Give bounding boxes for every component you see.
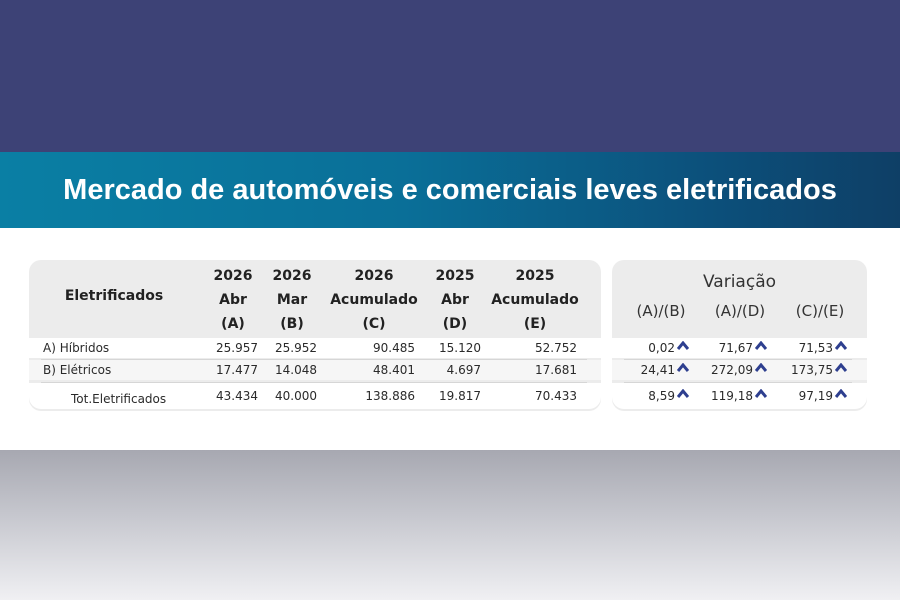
arrow-up-icon (677, 341, 689, 351)
table-row-total: Tot.Eletrificados 43.434 40.000 138.886 … (29, 383, 601, 409)
column-header-e: 2025 Acumulado (E) (491, 268, 579, 332)
variation-title: Variação (702, 272, 777, 292)
variation-value: 71,67 (719, 338, 767, 358)
table-header: Eletrificados 2026 Abr (A) 2026 Mar (B) … (29, 260, 601, 338)
row-divider (624, 382, 852, 383)
arrow-up-icon (677, 389, 689, 399)
variation-column-ad: (A)/(D) (714, 302, 766, 320)
variation-value: 97,19 (799, 383, 847, 409)
variation-row: 24,41 272,09 173,75 (612, 360, 867, 380)
column-header-b: 2026 Mar (B) (272, 268, 312, 332)
page-title: Mercado de automóveis e comerciais leves… (63, 173, 837, 206)
arrow-up-icon (755, 389, 767, 399)
variation-table: Variação (A)/(B) (A)/(D) (C)/(E) 0,02 71… (612, 260, 867, 411)
arrow-up-icon (835, 341, 847, 351)
table-row: A) Híbridos 25.957 25.952 90.485 15.120 … (29, 338, 601, 358)
content-area: Eletrificados 2026 Abr (A) 2026 Mar (B) … (0, 228, 900, 450)
arrow-up-icon (835, 363, 847, 373)
top-band (0, 0, 900, 152)
row-divider (41, 359, 587, 360)
variation-value: 8,59 (648, 383, 689, 409)
variation-value: 24,41 (641, 360, 689, 380)
bottom-band (0, 450, 900, 600)
variation-row-total: 8,59 119,18 97,19 (612, 383, 867, 409)
title-banner: Mercado de automóveis e comerciais leves… (0, 152, 900, 228)
variation-row: 0,02 71,67 71,53 (612, 338, 867, 358)
arrow-up-icon (835, 389, 847, 399)
sales-table: Eletrificados 2026 Abr (A) 2026 Mar (B) … (29, 260, 601, 411)
row-header-label: Eletrificados (64, 288, 164, 304)
arrow-up-icon (677, 363, 689, 373)
row-divider (624, 359, 852, 360)
column-header-c: 2026 Acumulado (C) (330, 268, 418, 332)
column-header-d: 2025 Abr (D) (435, 268, 475, 332)
variation-column-ce: (C)/(E) (795, 302, 845, 320)
arrow-up-icon (755, 341, 767, 351)
row-divider (41, 382, 587, 383)
table-row: B) Elétricos 17.477 14.048 48.401 4.697 … (29, 360, 601, 380)
variation-value: 119,18 (711, 383, 767, 409)
variation-value: 272,09 (711, 360, 767, 380)
arrow-up-icon (755, 363, 767, 373)
column-header-a: 2026 Abr (A) (213, 268, 253, 332)
variation-value: 0,02 (648, 338, 689, 358)
variation-value: 71,53 (799, 338, 847, 358)
variation-column-ab: (A)/(B) (636, 302, 686, 320)
variation-value: 173,75 (791, 360, 847, 380)
